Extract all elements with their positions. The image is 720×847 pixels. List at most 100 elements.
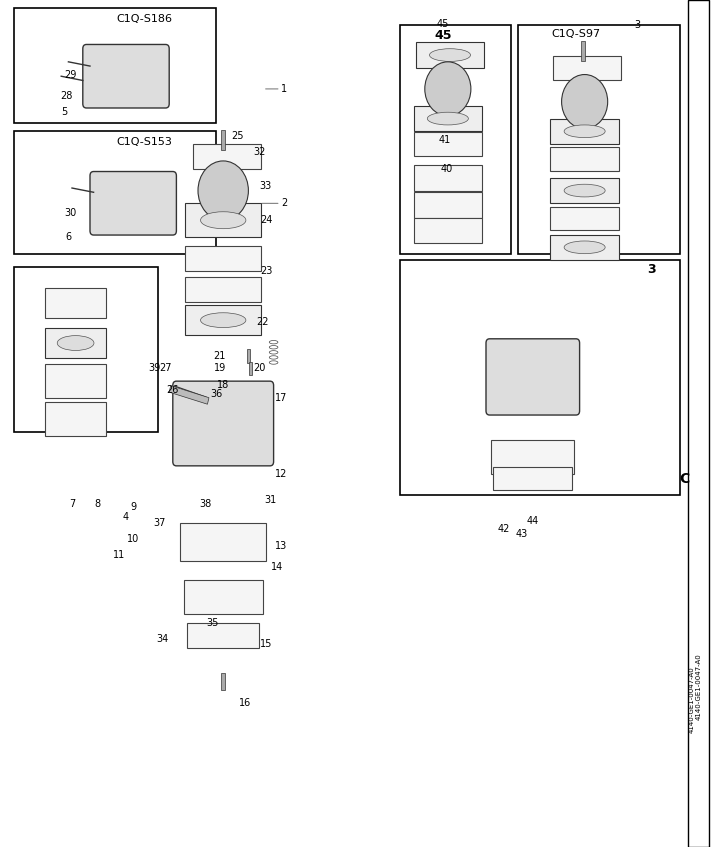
Text: 10: 10 xyxy=(127,534,140,544)
Text: 37: 37 xyxy=(153,518,166,529)
Text: C1Q-S97: C1Q-S97 xyxy=(552,29,600,39)
Bar xyxy=(247,349,250,363)
Text: 19: 19 xyxy=(213,363,226,374)
Ellipse shape xyxy=(200,212,246,229)
Bar xyxy=(45,328,107,358)
Ellipse shape xyxy=(200,313,246,328)
Bar xyxy=(491,440,575,474)
Bar xyxy=(186,277,261,302)
Text: 20: 20 xyxy=(253,363,266,374)
Bar xyxy=(186,305,261,335)
Text: 31: 31 xyxy=(264,495,276,505)
Text: 26: 26 xyxy=(166,385,179,395)
Bar xyxy=(413,132,482,156)
Text: 4140-GE1-0047-A0: 4140-GE1-0047-A0 xyxy=(688,666,694,733)
Ellipse shape xyxy=(428,113,468,125)
Ellipse shape xyxy=(564,185,605,197)
Text: C: C xyxy=(679,472,689,485)
Ellipse shape xyxy=(564,125,605,137)
Bar xyxy=(169,385,209,404)
Text: 29: 29 xyxy=(64,69,77,80)
Bar xyxy=(413,218,482,243)
Bar xyxy=(551,119,619,144)
Text: 24: 24 xyxy=(260,215,273,225)
Text: 6: 6 xyxy=(66,232,71,242)
Text: 30: 30 xyxy=(64,208,77,219)
Text: 45: 45 xyxy=(436,19,449,29)
Text: 28: 28 xyxy=(60,91,73,101)
Text: 7: 7 xyxy=(69,499,75,509)
Text: 27: 27 xyxy=(159,363,172,374)
Text: 35: 35 xyxy=(206,617,219,628)
Bar xyxy=(249,362,252,375)
Bar xyxy=(184,580,263,614)
Bar xyxy=(45,288,107,318)
Text: 12: 12 xyxy=(274,469,287,479)
Bar xyxy=(400,25,511,254)
Bar xyxy=(14,8,216,123)
Bar xyxy=(187,623,259,648)
Bar xyxy=(221,130,225,150)
Bar xyxy=(551,147,619,171)
Text: 9: 9 xyxy=(130,501,136,512)
Bar xyxy=(400,260,680,495)
Bar xyxy=(581,41,585,61)
Text: 18: 18 xyxy=(217,380,230,390)
Text: 33: 33 xyxy=(258,181,271,191)
Text: 41: 41 xyxy=(438,135,451,145)
Bar xyxy=(416,42,484,68)
Text: C1Q-S186: C1Q-S186 xyxy=(116,14,172,25)
Text: 45: 45 xyxy=(434,29,451,42)
Ellipse shape xyxy=(564,241,605,254)
Text: 15: 15 xyxy=(260,639,273,649)
Text: 44: 44 xyxy=(526,516,539,526)
Bar xyxy=(551,235,619,260)
Text: 32: 32 xyxy=(253,147,266,158)
Text: 22: 22 xyxy=(256,317,269,327)
Bar xyxy=(413,165,482,191)
Text: 34: 34 xyxy=(156,634,168,645)
Text: 42: 42 xyxy=(498,524,510,534)
Circle shape xyxy=(562,75,608,129)
Text: 38: 38 xyxy=(199,499,212,509)
FancyBboxPatch shape xyxy=(83,44,169,108)
Bar xyxy=(45,402,107,436)
Circle shape xyxy=(198,161,248,220)
Text: 40: 40 xyxy=(440,164,453,174)
Text: 17: 17 xyxy=(274,393,287,403)
Ellipse shape xyxy=(429,48,471,61)
Text: 8: 8 xyxy=(94,499,100,509)
Bar xyxy=(688,0,709,847)
FancyBboxPatch shape xyxy=(90,172,176,235)
Text: 3: 3 xyxy=(634,20,640,30)
Text: 36: 36 xyxy=(210,389,222,399)
Bar xyxy=(551,178,619,203)
Bar xyxy=(180,523,266,562)
Text: 21: 21 xyxy=(213,351,226,361)
Bar xyxy=(518,25,680,254)
Text: 5: 5 xyxy=(62,107,68,117)
Bar xyxy=(14,267,158,432)
Bar xyxy=(493,467,572,490)
Text: 11: 11 xyxy=(112,550,125,560)
Text: 4140-GE1-0047-A0: 4140-GE1-0047-A0 xyxy=(696,653,701,720)
Bar xyxy=(193,144,261,169)
Ellipse shape xyxy=(58,335,94,351)
Bar xyxy=(553,56,621,80)
Text: 43: 43 xyxy=(516,529,528,539)
Text: 2: 2 xyxy=(282,198,287,208)
Bar xyxy=(186,203,261,237)
Text: 39: 39 xyxy=(148,363,161,374)
Text: 4: 4 xyxy=(123,512,129,522)
FancyBboxPatch shape xyxy=(486,339,580,415)
Text: 16: 16 xyxy=(238,698,251,708)
Bar xyxy=(413,106,482,131)
Bar xyxy=(45,364,107,398)
Bar xyxy=(186,246,261,271)
Text: 25: 25 xyxy=(231,130,244,141)
FancyBboxPatch shape xyxy=(173,381,274,466)
Text: 1: 1 xyxy=(282,84,287,94)
Circle shape xyxy=(425,62,471,116)
Bar xyxy=(413,192,482,218)
Bar xyxy=(551,207,619,230)
